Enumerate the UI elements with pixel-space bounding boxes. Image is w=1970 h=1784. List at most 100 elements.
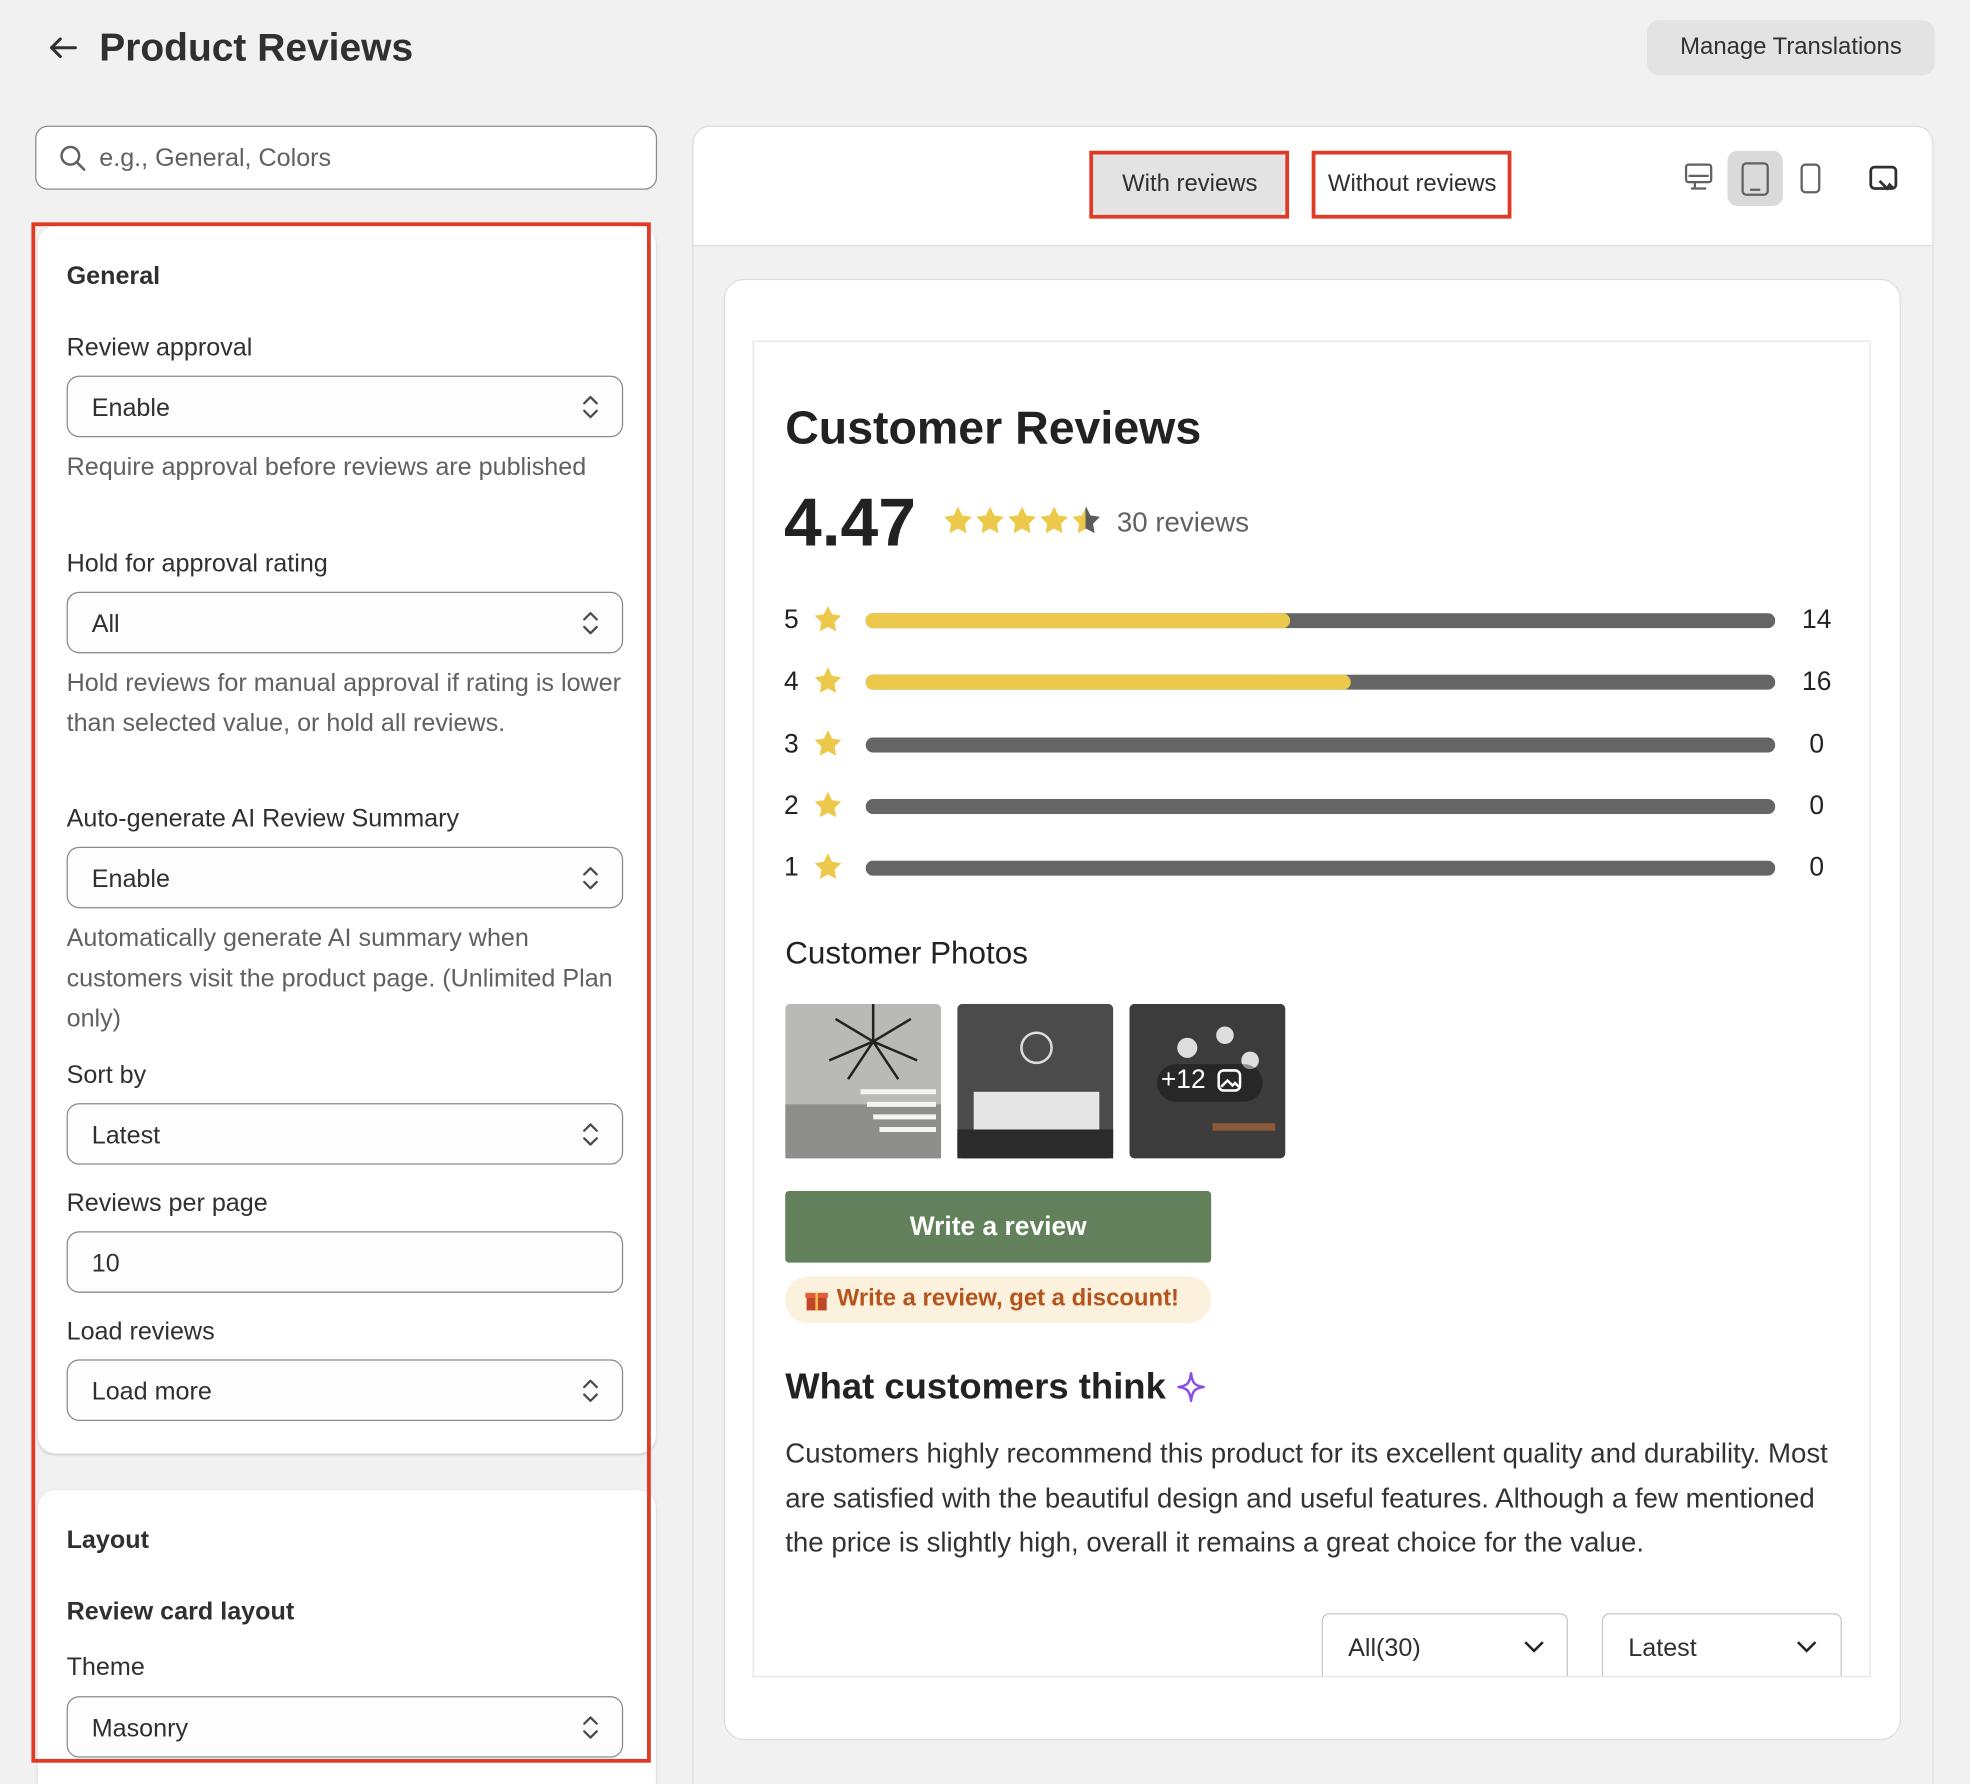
help-text: Hold reviews for manual approval if rati…	[66, 669, 622, 738]
chevron	[583, 1716, 598, 1739]
highlight-box	[1311, 150, 1512, 219]
chevron-path	[583, 1123, 598, 1146]
rating-count: 0	[1809, 729, 1825, 759]
star	[1072, 506, 1100, 534]
field-label: Reviews per page	[66, 1189, 268, 1218]
field-label: Theme	[66, 1653, 145, 1682]
rating-bar	[865, 675, 1776, 691]
summary-title: What customers think	[785, 1366, 1166, 1408]
star-icon	[814, 791, 842, 818]
input-value: 10	[91, 1250, 120, 1278]
star	[976, 506, 1004, 534]
star	[1008, 506, 1036, 534]
star-shape	[1008, 506, 1036, 534]
select-value: Enable	[91, 865, 170, 894]
field-label: Sort by	[66, 1061, 147, 1090]
chevron	[583, 611, 598, 635]
help-text: Require approval before reviews are publ…	[66, 453, 587, 482]
chevron	[583, 867, 598, 890]
chevron	[583, 1123, 598, 1146]
discount-text: Write a review, get a discount!	[836, 1285, 1179, 1312]
ai-sparkle	[1177, 1371, 1205, 1403]
rating-count: 0	[1809, 791, 1825, 821]
star-shape	[814, 729, 842, 756]
select[interactable]: Load more	[66, 1359, 624, 1421]
select-value: Masonry	[91, 1714, 189, 1743]
star-level: 3	[783, 729, 799, 759]
chevron	[583, 395, 598, 419]
search-box[interactable]: e.g., General, Colors	[35, 125, 658, 190]
select[interactable]: Latest	[66, 1103, 624, 1165]
rating-bar	[865, 736, 1776, 753]
chevron	[1524, 1641, 1544, 1653]
star	[944, 506, 972, 534]
star-shape	[1040, 506, 1068, 534]
filter-select[interactable]: Latest	[1601, 1613, 1842, 1677]
select[interactable]: Masonry	[66, 1696, 624, 1758]
select[interactable]: Enable	[66, 846, 624, 909]
chevron-path	[583, 1379, 598, 1402]
star-icon	[814, 667, 842, 694]
search-icon	[60, 145, 86, 171]
star-icon	[814, 605, 842, 632]
rating-count: 14	[1802, 605, 1832, 635]
gallery-icon	[1217, 1069, 1242, 1092]
rating-count: 0	[1809, 853, 1825, 883]
device-toggles[interactable]	[1681, 150, 1907, 209]
rating-stars	[944, 506, 1100, 534]
bar-track	[865, 736, 1776, 753]
more-photos[interactable]: +12	[1160, 1065, 1206, 1095]
summary-text: Customers highly recommend this product …	[785, 1437, 1828, 1558]
star-shape	[1072, 506, 1100, 534]
star-shape	[976, 506, 1004, 534]
rating-count: 16	[1802, 667, 1832, 697]
write-review-button[interactable]: Write a review	[785, 1191, 1212, 1263]
select-value: All	[91, 610, 120, 639]
select-value: Latest	[91, 1121, 161, 1150]
select-value: Enable	[91, 394, 170, 423]
chevron	[1796, 1641, 1817, 1653]
field-label: Hold for approval rating	[66, 550, 328, 578]
review-count: 30 reviews	[1116, 506, 1250, 538]
rating-bar	[865, 860, 1776, 876]
page-title: Product Reviews	[99, 25, 414, 70]
star-shape	[814, 791, 842, 818]
highlight-box	[31, 222, 651, 1763]
widget-frame: Customer Reviews 4.47 30 reviews 5 14 4 16 3…	[752, 340, 1871, 1678]
star-level: 1	[783, 853, 799, 883]
tab[interactable]: Without reviews	[1327, 170, 1497, 198]
star-level: 4	[783, 667, 799, 697]
gift-icon	[805, 1292, 828, 1311]
select[interactable]: All	[66, 591, 624, 654]
rating-bar	[865, 798, 1776, 814]
filter-select[interactable]: All(30)	[1321, 1613, 1568, 1677]
discount-pill[interactable]	[785, 1276, 1212, 1323]
rating-bar	[865, 613, 1776, 629]
back-arrow[interactable]	[48, 35, 78, 60]
field-label: Review approval	[66, 334, 253, 362]
bar-fill	[865, 613, 1291, 629]
field-label: Load reviews	[66, 1317, 215, 1346]
manage-translations-button[interactable]: Manage Translations	[1647, 20, 1935, 76]
customer-photos[interactable]	[785, 1003, 1288, 1160]
bar-track	[865, 860, 1776, 876]
chevron-path	[583, 867, 598, 890]
select[interactable]: Enable	[66, 375, 624, 438]
layout-title: Layout	[66, 1526, 149, 1555]
layout-subtitle: Review card layout	[66, 1598, 295, 1626]
average-rating: 4.47	[783, 484, 917, 561]
filter-value: Latest	[1628, 1634, 1697, 1663]
field-label: Auto-generate AI Review Summary	[66, 805, 460, 833]
photos-title: Customer Photos	[785, 936, 1028, 972]
bar-track	[865, 798, 1776, 814]
text-input[interactable]: 10	[66, 1231, 624, 1293]
tab[interactable]: With reviews	[1122, 170, 1258, 198]
star-shape	[814, 667, 842, 694]
star-level: 5	[783, 605, 799, 635]
bar-fill	[865, 675, 1351, 691]
star-shape	[814, 853, 842, 880]
search-placeholder: e.g., General, Colors	[99, 144, 332, 173]
star-shape	[814, 605, 842, 632]
